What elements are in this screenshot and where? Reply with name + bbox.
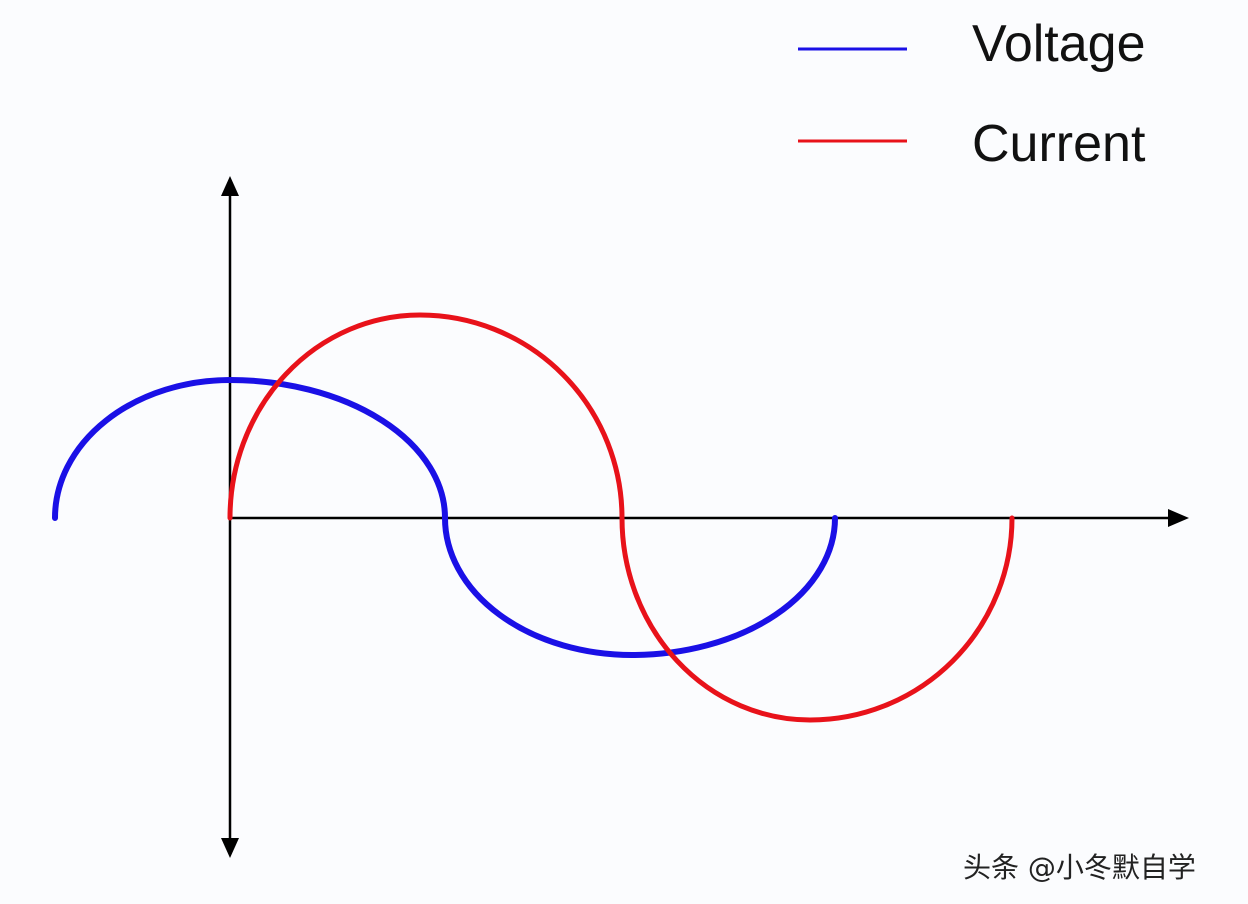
watermark: 头条 @小冬默自学 (963, 851, 1196, 884)
legend-label-voltage: Voltage (972, 15, 1146, 73)
x-axis-arrow (1168, 509, 1189, 527)
voltage-curve (52, 376, 838, 659)
current-curve (227, 312, 1015, 723)
legend-label-current: Current (972, 115, 1146, 173)
y-axis-up-arrow (221, 176, 239, 196)
y-axis-down-arrow (221, 838, 239, 858)
